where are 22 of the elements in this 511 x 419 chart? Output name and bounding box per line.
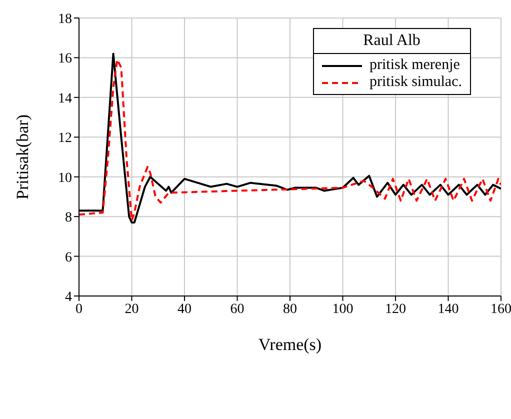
y-tick-label: 16 (58, 52, 72, 67)
legend-label: pritisk merenje (370, 57, 460, 74)
x-axis-title: Vreme(s) (258, 335, 322, 354)
x-tick-label: 160 (490, 302, 511, 317)
legend-title: Raul Alb (314, 29, 470, 54)
x-tick-label: 0 (76, 302, 82, 317)
y-tick-label: 10 (58, 170, 72, 186)
y-axis-title: Pritisak(bar) (13, 114, 32, 200)
x-tick-label: 120 (385, 302, 406, 317)
x-tick-label: 100 (332, 302, 354, 317)
y-tick-label: 18 (58, 12, 72, 27)
x-tick-label: 40 (178, 302, 192, 317)
x-tick-label: 60 (230, 302, 244, 317)
y-tick-label: 12 (58, 131, 72, 146)
x-tick-label: 80 (283, 302, 297, 317)
y-tick-label: 8 (65, 210, 72, 226)
y-tick-label: 6 (65, 250, 72, 266)
x-tick-label: 20 (124, 302, 139, 317)
y-tick-label: 4 (65, 290, 72, 305)
legend-label: pritisk simulac. (370, 74, 462, 91)
y-tick-label: 14 (58, 91, 72, 106)
x-tick-label: 140 (438, 302, 459, 317)
